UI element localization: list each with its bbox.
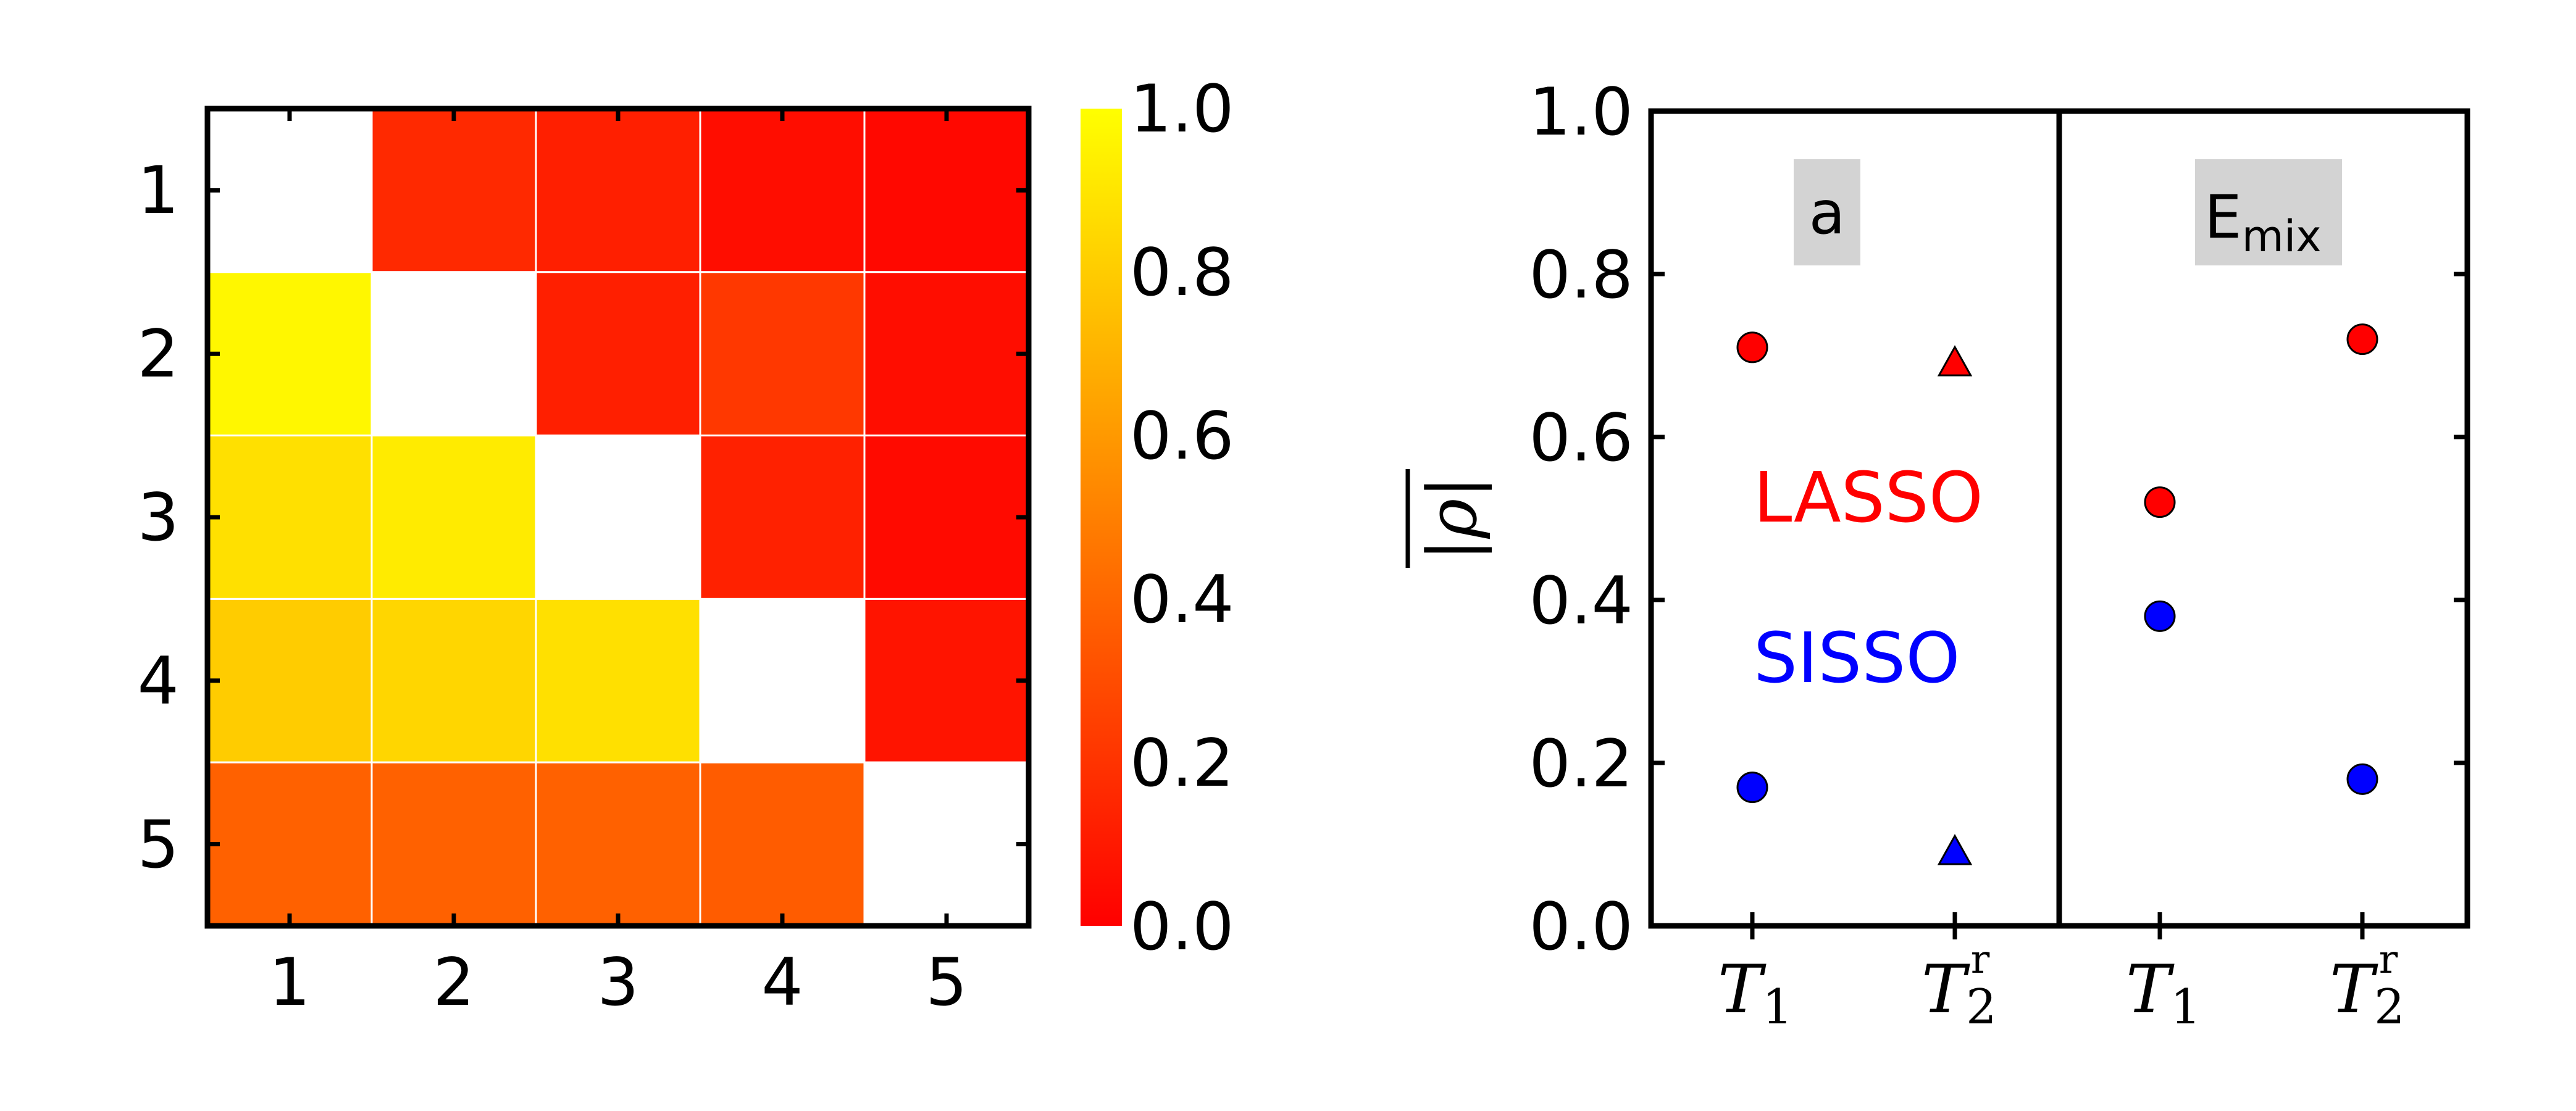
heatmap-y-tick-label: 1: [138, 152, 179, 228]
tick-symbol: T: [2330, 951, 2378, 1028]
colorbar-tick-labels: 0.0 0.2 0.4 0.6 0.8 1.0: [1130, 71, 1234, 965]
heatmap-cell: [699, 597, 866, 764]
colorbar: [1081, 109, 1122, 926]
heatmap-cell: [535, 435, 701, 600]
scatter-x-tick-label-t1: T1: [1718, 951, 1793, 1035]
panel-label-box: [1794, 159, 1860, 265]
colorbar-tick-label: 0.8: [1130, 235, 1234, 310]
colorbar-tick-label: 1.0: [1130, 71, 1234, 147]
scatter-x-tick-label-t2r: T2r: [1922, 937, 1997, 1035]
tick-subscript: 2: [2374, 980, 2405, 1035]
tick-symbol: T: [1922, 951, 1970, 1028]
legend-lasso: LASSO: [1754, 458, 1983, 538]
heatmap-cell: [863, 107, 1030, 273]
heatmap-cell: [535, 597, 701, 764]
heatmap-chart: 1 2 3 4 5 1 2 3 4 5 0.0 0.2 0.4 0.6 0.8 …: [138, 71, 1234, 1020]
panel-label-box: [2195, 159, 2342, 265]
scatter-points: [1736, 323, 2378, 865]
heatmap-x-tick-label: 5: [926, 944, 967, 1020]
point-sisso-t2r: [2346, 763, 2378, 795]
scatter-y-tick-label: 1.0: [1529, 74, 1633, 150]
tick-superscript: r: [2379, 937, 2398, 983]
scatter-x-tick-labels: T1 T2r T1 T2r: [1718, 937, 2405, 1035]
heatmap-cell: [699, 761, 866, 927]
colorbar-tick-label: 0.2: [1130, 725, 1234, 801]
heatmap-cells: [206, 107, 1030, 927]
heatmap-x-tick-labels: 1 2 3 4 5: [269, 944, 967, 1020]
point-lasso-t2r: [2346, 323, 2378, 356]
scatter-ticks: [1651, 109, 2467, 939]
correlation-scatter-chart: a Emix LASSO SISSO 0.0 0.2 0.4 0.6 0.8 1…: [1405, 74, 2470, 1035]
heatmap-cell: [206, 107, 373, 273]
heatmap-ticks: [207, 109, 1029, 926]
colorbar-tick-label: 0.6: [1130, 398, 1234, 474]
heatmap-y-tick-label: 2: [138, 316, 179, 392]
tick-symbol: T: [1718, 951, 1767, 1028]
heatmap-cell: [535, 271, 701, 437]
scatter-y-axis-label: |ρ|: [1405, 469, 1492, 568]
scatter-y-tick-labels: 0.0 0.2 0.4 0.6 0.8 1.0: [1529, 74, 1633, 965]
scatter-y-tick-label: 0.6: [1529, 400, 1633, 476]
tick-superscript: r: [1971, 937, 1990, 983]
heatmap-y-tick-label: 5: [138, 807, 179, 883]
scatter-y-tick-label: 0.2: [1529, 726, 1633, 802]
heatmap-cell: [370, 761, 537, 927]
heatmap-cell: [370, 435, 537, 600]
heatmap-cell: [535, 761, 701, 927]
heatmap-cell: [370, 271, 537, 437]
heatmap-cell: [863, 761, 1030, 927]
heatmap-cell: [699, 271, 866, 437]
heatmap-cell: [370, 107, 537, 273]
tick-subscript: 1: [2170, 980, 2201, 1035]
heatmap-cell: [206, 435, 373, 600]
heatmap-y-tick-label: 3: [138, 480, 179, 556]
tick-subscript: 2: [1966, 980, 1997, 1035]
panel-label-emix-main: E: [2204, 183, 2242, 252]
point-sisso-t1: [1736, 772, 1768, 804]
tick-symbol: T: [2126, 951, 2175, 1028]
scatter-x-tick-label-t1: T1: [2126, 951, 2201, 1035]
heatmap-cell: [863, 597, 1030, 764]
point-lasso-t1: [2144, 486, 2176, 518]
panel-label-a: a: [1809, 178, 1846, 248]
heatmap-cell: [863, 271, 1030, 437]
heatmap-y-tick-labels: 1 2 3 4 5: [138, 152, 179, 883]
heatmap-cell: [699, 107, 866, 273]
heatmap-cell: [206, 271, 373, 437]
point-lasso-t1: [1736, 331, 1768, 364]
heatmap-cell: [863, 435, 1030, 600]
point-sisso-t2r: [1937, 834, 1973, 865]
heatmap-x-tick-label: 1: [269, 944, 310, 1020]
scatter-x-tick-label-t2r: T2r: [2330, 937, 2405, 1035]
y-label-text: |ρ|: [1413, 476, 1492, 562]
heatmap-x-tick-label: 4: [761, 944, 803, 1020]
heatmap-x-tick-label: 3: [597, 944, 638, 1020]
colorbar-tick-label: 0.0: [1130, 889, 1234, 965]
panel-label-emix: Emix: [2204, 183, 2322, 262]
point-sisso-t1: [2144, 600, 2176, 632]
heatmap-cell: [535, 107, 701, 273]
legend-sisso: SISSO: [1754, 618, 1960, 699]
heatmap-cell: [370, 597, 537, 764]
heatmap-cell: [206, 597, 373, 764]
scatter-y-tick-label: 0.4: [1529, 563, 1633, 639]
heatmap-y-tick-label: 4: [138, 643, 179, 719]
heatmap-cell: [699, 435, 866, 600]
tick-subscript: 1: [1762, 980, 1793, 1035]
scatter-y-tick-label: 0.0: [1529, 889, 1633, 965]
heatmap-cell: [206, 761, 373, 927]
colorbar-tick-label: 0.4: [1130, 562, 1234, 638]
scatter-y-tick-label: 0.8: [1529, 237, 1633, 313]
heatmap-x-tick-label: 2: [433, 944, 474, 1020]
panel-label-emix-sub: mix: [2242, 211, 2322, 262]
point-lasso-t2r: [1937, 345, 1973, 377]
